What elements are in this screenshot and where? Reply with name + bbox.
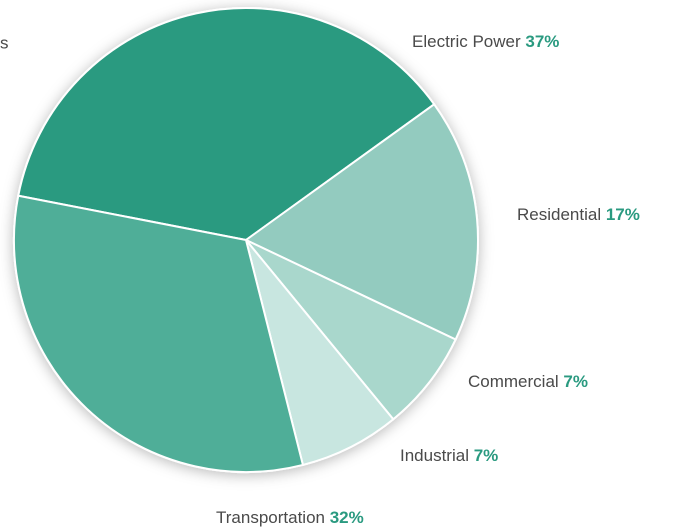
- slice-label: Residential 17%: [517, 205, 640, 224]
- slice-name: Commercial: [468, 372, 559, 391]
- cut-off-text: s: [0, 33, 9, 52]
- slice-label: Electric Power 37%: [412, 32, 559, 51]
- slice-name: Transportation: [216, 508, 325, 527]
- pie-slice: [245, 239, 395, 467]
- pie-slice: [244, 102, 479, 341]
- slice-name: Electric Power: [412, 32, 521, 51]
- pie-slice: [13, 194, 305, 473]
- slice-label: Transportation 32%: [216, 508, 364, 527]
- slice-value: 17%: [606, 205, 640, 224]
- pie-slice: [245, 239, 457, 421]
- slice-label: Industrial 7%: [400, 446, 498, 465]
- pie: [13, 7, 479, 473]
- slice-label: Commercial 7%: [468, 372, 588, 391]
- pie-slice: [17, 7, 436, 242]
- slice-name: Industrial: [400, 446, 469, 465]
- slice-value: 32%: [330, 508, 364, 527]
- slice-value: 37%: [525, 32, 559, 51]
- slice-value: 7%: [563, 372, 588, 391]
- slice-name: Residential: [517, 205, 601, 224]
- slice-value: 7%: [474, 446, 499, 465]
